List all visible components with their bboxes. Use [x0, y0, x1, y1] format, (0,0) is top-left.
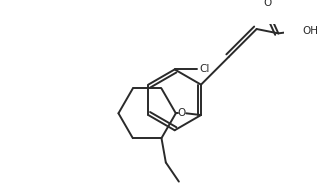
Text: OH: OH: [303, 26, 319, 36]
Text: O: O: [264, 0, 272, 8]
Text: Cl: Cl: [199, 64, 209, 74]
Text: O: O: [178, 108, 186, 118]
